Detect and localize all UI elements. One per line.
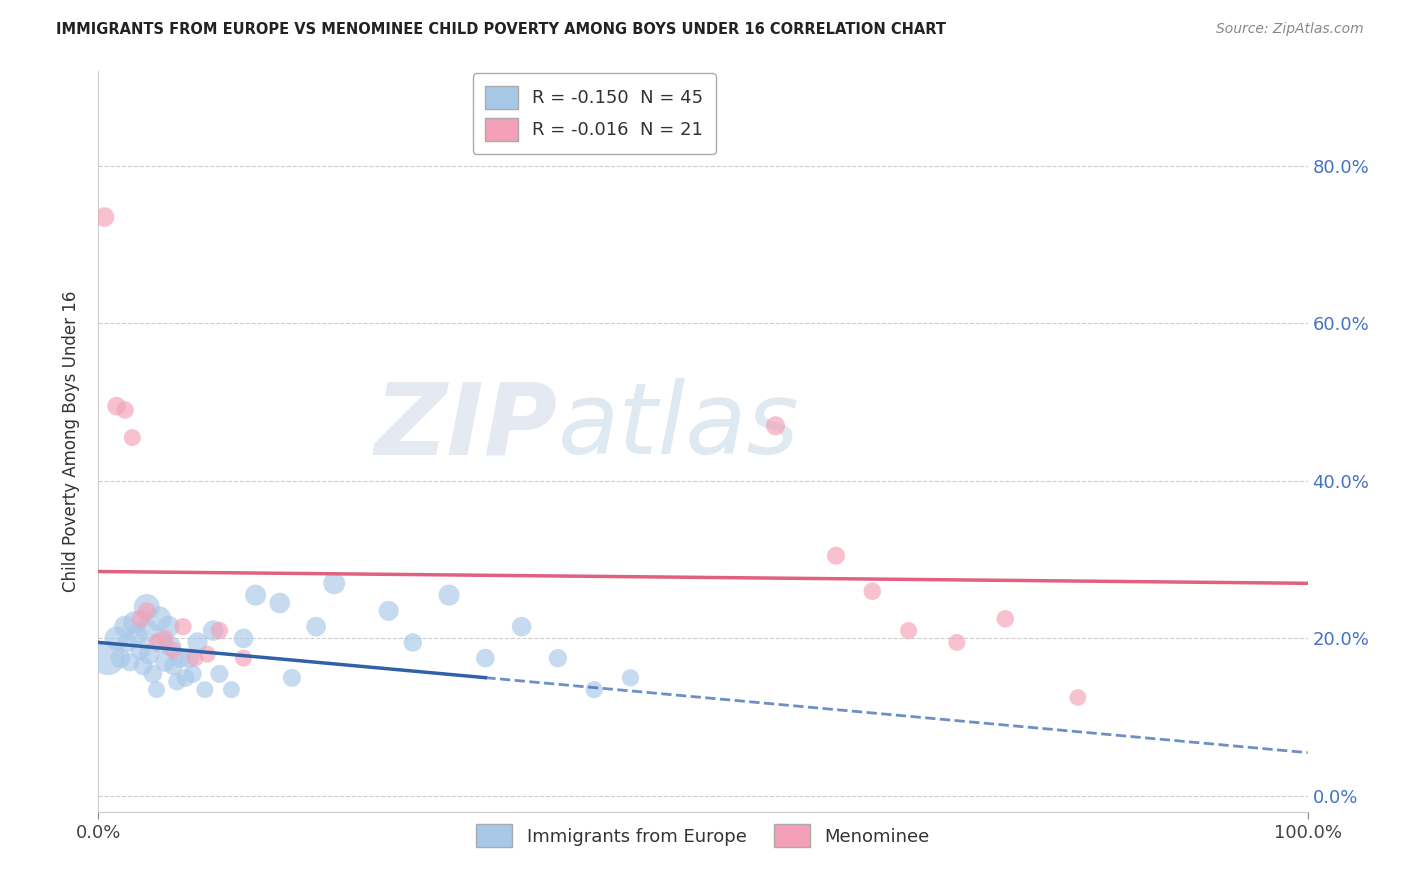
- Point: [181, 666, 204, 681]
- Point: [281, 671, 304, 685]
- Point: [108, 651, 131, 665]
- Point: [187, 635, 209, 649]
- Point: [1067, 690, 1090, 705]
- Text: Source: ZipAtlas.com: Source: ZipAtlas.com: [1216, 22, 1364, 37]
- Point: [132, 659, 155, 673]
- Legend: Immigrants from Europe, Menominee: Immigrants from Europe, Menominee: [470, 817, 936, 855]
- Point: [765, 418, 787, 433]
- Point: [169, 651, 191, 665]
- Point: [117, 635, 139, 649]
- Point: [510, 619, 533, 633]
- Point: [402, 635, 425, 649]
- Point: [162, 643, 184, 657]
- Point: [619, 671, 641, 685]
- Point: [946, 635, 969, 649]
- Point: [208, 624, 231, 638]
- Point: [114, 619, 136, 633]
- Point: [118, 655, 141, 669]
- Point: [114, 403, 136, 417]
- Point: [153, 655, 176, 669]
- Point: [208, 666, 231, 681]
- Point: [377, 604, 399, 618]
- Point: [153, 632, 176, 646]
- Point: [547, 651, 569, 665]
- Point: [105, 632, 128, 646]
- Point: [994, 612, 1017, 626]
- Point: [184, 651, 207, 665]
- Point: [232, 651, 254, 665]
- Point: [129, 643, 152, 657]
- Point: [194, 682, 217, 697]
- Text: ZIP: ZIP: [375, 378, 558, 475]
- Point: [150, 635, 173, 649]
- Point: [825, 549, 848, 563]
- Point: [474, 651, 496, 665]
- Point: [162, 659, 184, 673]
- Y-axis label: Child Poverty Among Boys Under 16: Child Poverty Among Boys Under 16: [62, 291, 80, 592]
- Text: IMMIGRANTS FROM EUROPE VS MENOMINEE CHILD POVERTY AMONG BOYS UNDER 16 CORRELATIO: IMMIGRANTS FROM EUROPE VS MENOMINEE CHIL…: [56, 22, 946, 37]
- Point: [157, 619, 180, 633]
- Point: [135, 624, 157, 638]
- Point: [174, 671, 197, 685]
- Point: [245, 588, 267, 602]
- Point: [269, 596, 291, 610]
- Text: atlas: atlas: [558, 378, 800, 475]
- Point: [305, 619, 328, 633]
- Point: [145, 635, 167, 649]
- Point: [860, 584, 883, 599]
- Point: [323, 576, 346, 591]
- Point: [195, 647, 218, 661]
- Point: [138, 647, 160, 661]
- Point: [135, 599, 157, 614]
- Point: [127, 627, 149, 641]
- Point: [221, 682, 243, 697]
- Point: [172, 619, 194, 633]
- Point: [148, 612, 170, 626]
- Point: [166, 674, 188, 689]
- Point: [232, 632, 254, 646]
- Point: [97, 651, 120, 665]
- Point: [105, 399, 128, 413]
- Point: [142, 666, 165, 681]
- Point: [160, 640, 183, 654]
- Point: [583, 682, 606, 697]
- Point: [135, 604, 157, 618]
- Point: [202, 624, 225, 638]
- Point: [121, 431, 143, 445]
- Point: [129, 612, 152, 626]
- Point: [93, 210, 115, 224]
- Point: [897, 624, 920, 638]
- Point: [437, 588, 460, 602]
- Point: [145, 682, 167, 697]
- Point: [124, 615, 146, 630]
- Point: [179, 651, 201, 665]
